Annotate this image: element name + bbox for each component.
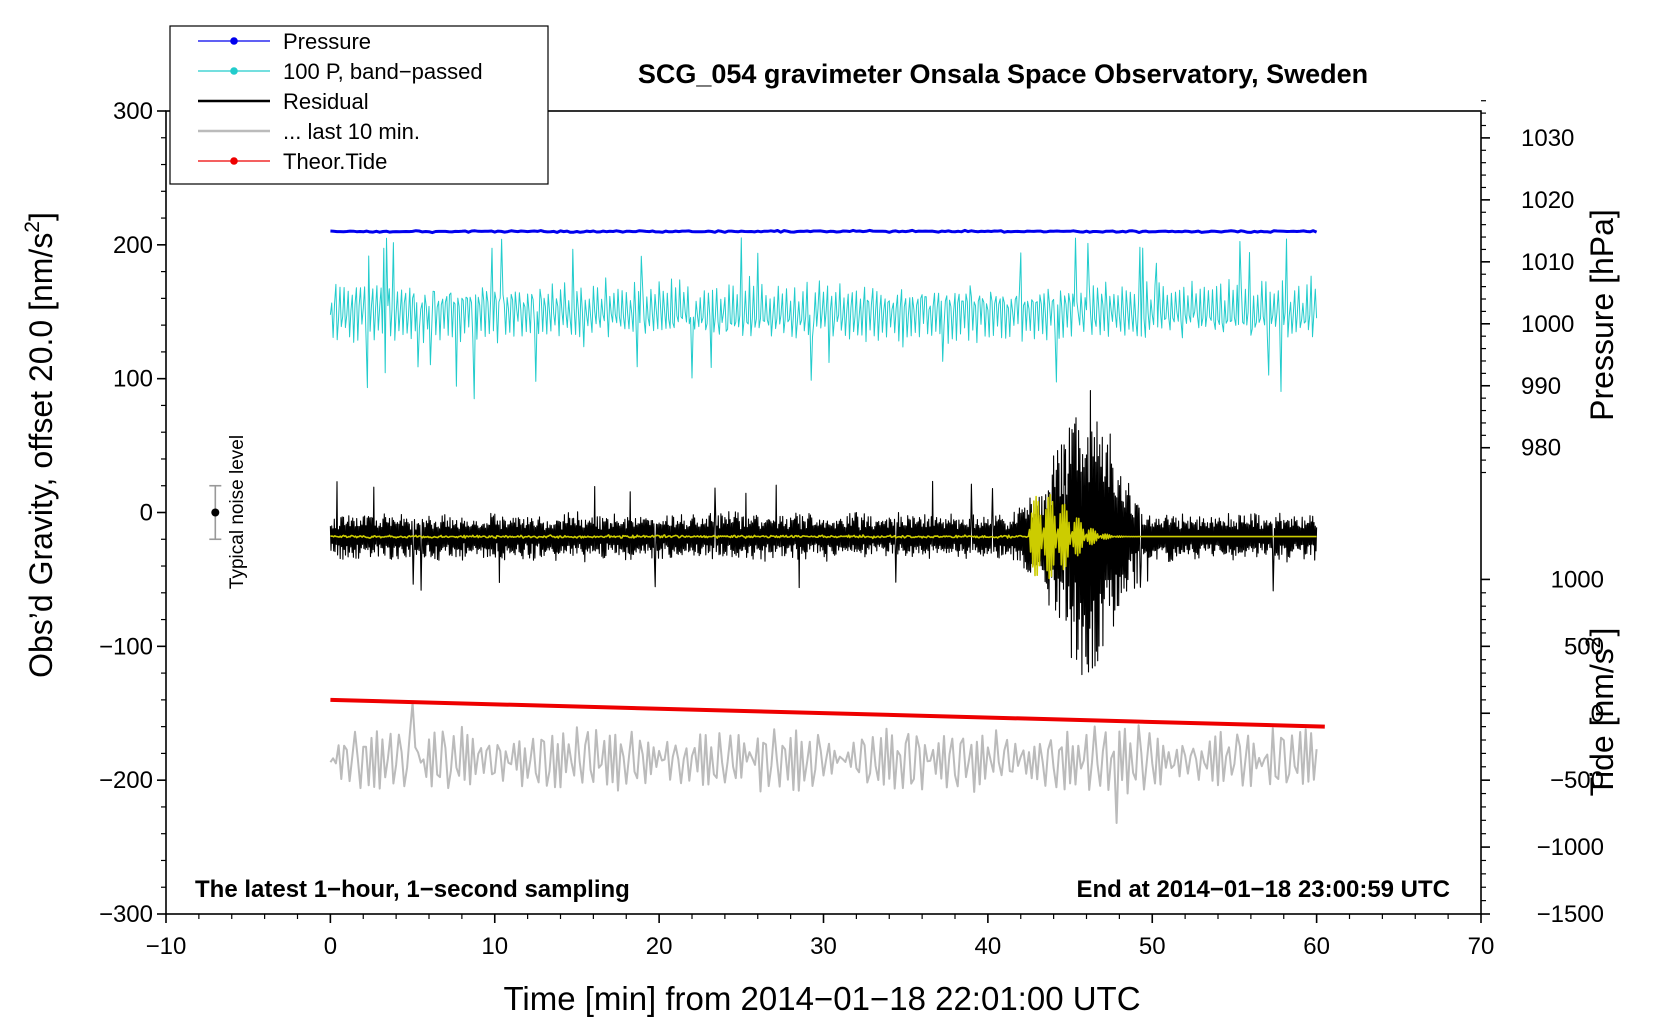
tide-tick-label: 1000: [1551, 566, 1604, 593]
legend-items: Pressure 100 P, band−passed Residual ... la…: [198, 29, 483, 174]
noise-bar: [209, 484, 222, 541]
annotation-bottom-left: The latest 1−hour, 1−second sampling: [195, 876, 630, 903]
x-tick-label: 40: [975, 933, 1002, 960]
series-bandpassed-line: [329, 237, 1318, 400]
tide-axis-label-main: Tide [nm/s: [1584, 648, 1620, 796]
x-tick-label: 70: [1468, 933, 1495, 960]
pressure-tick-label: 1010: [1521, 249, 1574, 276]
x-tick-label: 30: [810, 933, 837, 960]
y-tick-label: 200: [113, 232, 153, 259]
tide-tick-label: 500: [1564, 633, 1604, 660]
tide-axis-label: Tide [nm/s2]: [1582, 628, 1620, 797]
pressure-tick-label: 1020: [1521, 187, 1574, 214]
x-tick-label: 50: [1139, 933, 1166, 960]
y-axis-label-left-main: Obs’d Gravity, offset 20.0 [nm/s: [23, 233, 59, 678]
x-tick-label: −10: [146, 933, 187, 960]
tide-tick-label: 0: [1591, 700, 1604, 727]
legend: Pressure 100 P, band−passed Residual ... la…: [169, 25, 549, 185]
y-axis-label-left-close: ]: [23, 212, 59, 221]
pressure-tick-label: 990: [1521, 373, 1561, 400]
tide-tick-label: −1500: [1537, 901, 1604, 928]
pressure-tick-label: 980: [1521, 435, 1561, 462]
chart-title: SCG_054 gravimeter Onsala Space Observat…: [638, 59, 1368, 89]
series-filtered-line: [330, 493, 1317, 580]
tide-tick-label: −1000: [1537, 834, 1604, 861]
noise-label: Typical noise level: [227, 435, 248, 589]
x-tick-label: 10: [481, 933, 508, 960]
y-tick-label: 100: [113, 366, 153, 393]
y-tick-label: 0: [140, 500, 153, 527]
legend-label: ... last 10 min.: [283, 119, 420, 144]
legend-label: Theor.Tide: [283, 149, 387, 174]
y-tick-label: −300: [99, 901, 153, 928]
legend-label: Residual: [283, 89, 369, 114]
annotation-bottom-right: End at 2014−01−18 23:00:59 UTC: [1076, 876, 1450, 903]
series-pressure-line: [330, 228, 1318, 235]
legend-marker: [230, 67, 238, 75]
tide-axis-label-close: ]: [1584, 628, 1620, 637]
y-tick-label: −100: [99, 633, 153, 660]
x-tick-label: 0: [324, 933, 337, 960]
legend-label: Pressure: [283, 29, 371, 54]
noise-bar-point: [211, 508, 220, 517]
series-last10-line: [329, 701, 1318, 824]
legend-marker: [230, 157, 238, 165]
data-layer: [329, 228, 1325, 824]
series-residual-line: [329, 390, 1318, 676]
x-tick-label: 60: [1303, 933, 1330, 960]
x-tick-label: 20: [646, 933, 673, 960]
series-tide-line: [330, 697, 1325, 729]
y-tick-label: 300: [113, 98, 153, 125]
pressure-tick-label: 1000: [1521, 311, 1574, 338]
legend-marker: [230, 37, 238, 45]
y-tick-label: −200: [99, 767, 153, 794]
y-axis-label-left-sup: 2: [21, 221, 44, 233]
y-axis-label-left: Obs’d Gravity, offset 20.0 [nm/s2]: [21, 212, 59, 678]
tide-tick-label: −500: [1550, 767, 1604, 794]
pressure-axis-label: Pressure [hPa]: [1584, 209, 1620, 421]
axes-layer: −10 0 10 20 30 40 50 60 70−300−200−1000100200300…: [99, 98, 1604, 960]
x-axis-label: Time [min] from 2014−01−18 22:01:00 UTC: [503, 980, 1140, 1017]
legend-label: 100 P, band−passed: [283, 59, 483, 84]
pressure-tick-label: 1030: [1521, 125, 1574, 152]
tide-axis-label-sup: 2: [1582, 637, 1605, 649]
